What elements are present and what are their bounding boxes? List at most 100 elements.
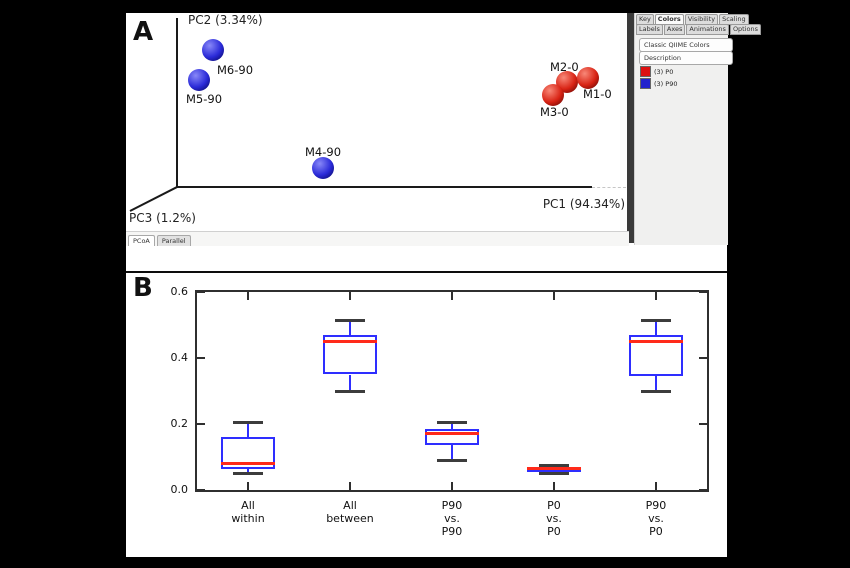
whisker-cap-upper (641, 318, 671, 322)
median-line (425, 432, 479, 436)
legend-color-swatch[interactable] (640, 78, 651, 89)
viewer-tab[interactable]: PCoA (128, 235, 155, 246)
category-label-line: vs. (648, 512, 664, 525)
category-label-line: vs. (444, 512, 460, 525)
y-tick-left (197, 423, 205, 425)
sidebar-tabs-row2: Labels Axes Animations Options (636, 24, 762, 35)
pc2-axis-line (176, 18, 178, 187)
y-tick-right (699, 423, 707, 425)
median-line (527, 467, 581, 471)
pcoa-point-label: M1-0 (583, 87, 612, 101)
category-label-line: All (241, 499, 255, 512)
y-tick-left (197, 489, 205, 491)
color-scheme-dropdown[interactable]: Classic QIIME Colors (639, 38, 733, 52)
sidebar-tab[interactable]: Axes (663, 24, 686, 35)
panel-a-label: A (133, 17, 154, 47)
legend-color-swatch[interactable] (640, 66, 651, 77)
x-tick-top (247, 292, 249, 300)
y-tick-right (699, 357, 707, 359)
pc1-axis-extension (592, 187, 626, 188)
pc2-axis-label: PC2 (3.34%) (188, 13, 263, 27)
whisker-cap-upper (539, 463, 569, 467)
viewer-tab[interactable]: Parallel (156, 235, 191, 246)
y-tick-left (197, 291, 205, 293)
median-line (221, 462, 275, 466)
x-tick-bottom (349, 482, 351, 490)
sidebar-tab[interactable]: Options (729, 24, 762, 35)
category-label-line: P0 (649, 525, 663, 538)
whisker-cap-upper (335, 318, 365, 322)
whisker-stem-lower (247, 468, 249, 474)
whisker-stem-upper (451, 422, 453, 429)
whisker-cap-lower (539, 472, 569, 475)
whisker-stem-upper (655, 320, 657, 335)
category-label: All between (310, 499, 390, 525)
category-label-line: P90 (441, 499, 463, 512)
emperor-sidebar: Key Colors Visibility Scaling Labels Axes Ani… (634, 13, 762, 245)
y-tick-label: 0.0 (170, 483, 189, 496)
y-tick-label: 0.6 (170, 285, 189, 298)
x-tick-bottom (451, 482, 453, 490)
category-label: All within (208, 499, 288, 525)
x-tick-top (349, 292, 351, 300)
pcoa-point[interactable] (202, 39, 224, 61)
category-label: P90 vs. P0 (616, 499, 696, 538)
y-tick-right (699, 291, 707, 293)
x-tick-top (655, 292, 657, 300)
whisker-cap-lower (437, 458, 467, 462)
whisker-stem-lower (655, 376, 657, 391)
category-label-line: P90 (441, 525, 463, 538)
pcoa-point-label: M6-90 (217, 63, 254, 77)
category-label-line: within (231, 512, 265, 525)
legend-item: (3) P90 (640, 78, 677, 89)
sidebar-divider (627, 13, 634, 243)
legend-label: (3) P90 (654, 79, 678, 88)
pcoa-point-label: M3-0 (540, 105, 569, 119)
panel-divider (126, 271, 727, 273)
x-tick-bottom (247, 482, 249, 490)
whisker-stem-lower (451, 445, 453, 461)
pcoa-point[interactable] (577, 67, 599, 89)
x-tick-bottom (655, 482, 657, 490)
x-tick-top (553, 292, 555, 300)
y-tick-left (197, 357, 205, 359)
legend-item: (3) P0 (640, 66, 673, 77)
pcoa-point[interactable] (542, 84, 564, 106)
figure-frame: A PC2 (3.34%) PC1 (94.34%) PC3 (1.2%) M6… (123, 10, 762, 560)
pc1-axis-line (177, 186, 592, 188)
pc3-axis-label: PC3 (1.2%) (129, 211, 196, 225)
category-label-line: P90 (645, 499, 667, 512)
y-tick-label: 0.4 (170, 351, 189, 364)
legend-label: (3) P0 (654, 67, 674, 76)
x-tick-bottom (553, 482, 555, 490)
y-tick-right (699, 489, 707, 491)
category-label: P90 vs. P90 (412, 499, 492, 538)
whisker-cap-upper (437, 420, 467, 424)
panel-b-label: B (133, 273, 153, 303)
sidebar-tab[interactable]: Labels (636, 24, 663, 35)
whisker-cap-lower (233, 472, 263, 475)
pcoa-point[interactable] (188, 69, 210, 91)
category-label-line: vs. (546, 512, 562, 525)
pcoa-point-label: M2-0 (550, 60, 579, 74)
median-line (629, 340, 683, 343)
category-label-line: P0 (547, 499, 561, 512)
pcoa-point[interactable] (312, 157, 334, 179)
x-tick-top (451, 292, 453, 300)
whisker-stem-upper (349, 320, 351, 335)
category-dropdown[interactable]: Description (639, 51, 733, 65)
category-label: P0 vs. P0 (514, 499, 594, 538)
pcoa-point-label: M4-90 (305, 145, 342, 159)
category-label-line: All (343, 499, 357, 512)
whisker-stem-lower (349, 374, 351, 391)
pc3-axis-line (129, 186, 178, 212)
whisker-cap-lower (335, 389, 365, 393)
whisker-cap-lower (641, 389, 671, 393)
category-label-line: P0 (547, 525, 561, 538)
pc1-axis-label: PC1 (94.34%) (542, 197, 625, 211)
y-tick-label: 0.2 (170, 417, 189, 430)
pcoa-point-label: M5-90 (186, 92, 223, 106)
sidebar-tab[interactable]: Animations (686, 24, 729, 35)
median-line (323, 340, 377, 343)
